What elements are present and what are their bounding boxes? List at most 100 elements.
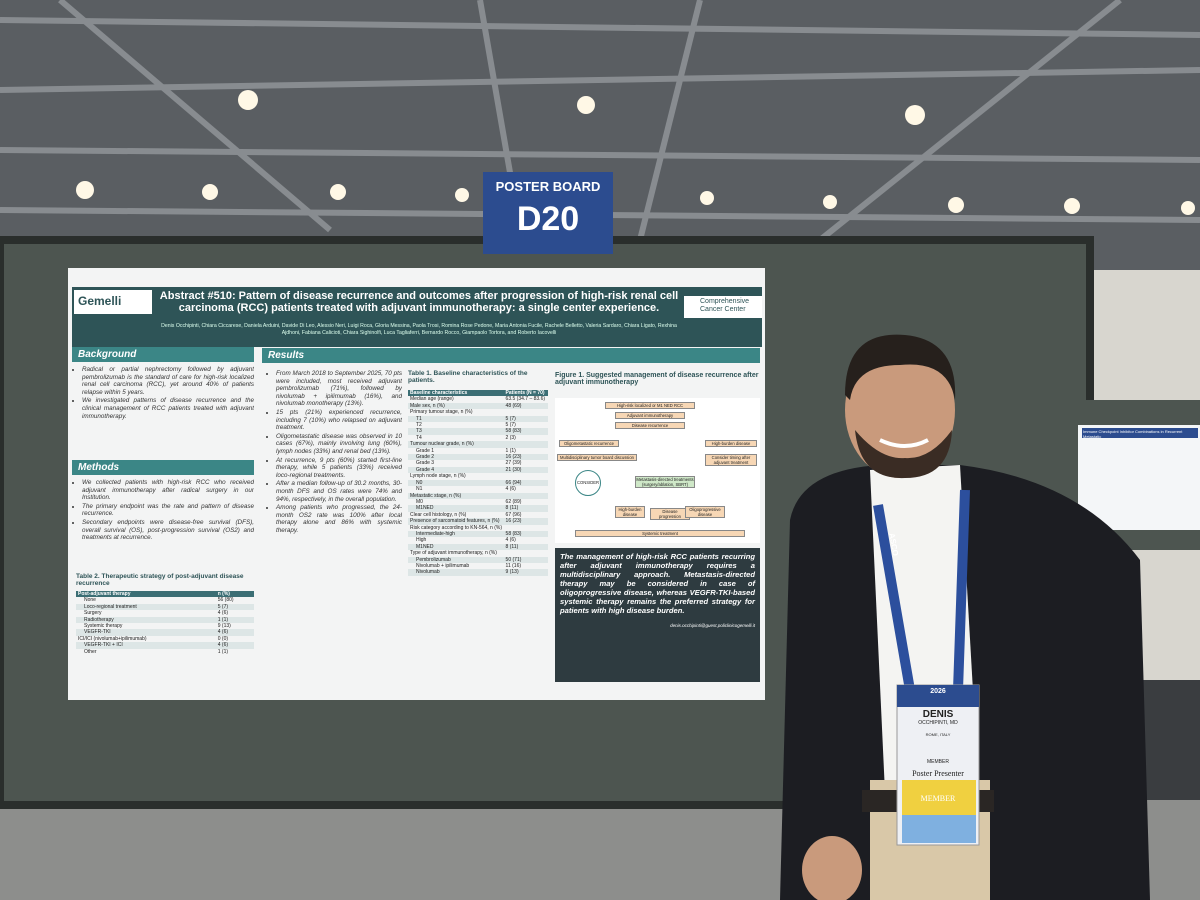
table-row: High 4 (6): [408, 537, 548, 543]
poster-authors: Denis Occhipinti, Chiara Ciccarese, Dani…: [161, 323, 677, 336]
table-row: VEGFR-TKI 4 (6): [76, 629, 254, 636]
table-cell: 27 (39): [505, 460, 522, 467]
table-row: ICI/ICI (nivolumab+ipilimumab) 0 (0): [76, 636, 254, 642]
table-header: Post-adjuvant therapy n (%): [76, 591, 254, 598]
table-cell: 66 (94): [503, 479, 548, 487]
table-row: M1NED 8 (11): [408, 505, 548, 512]
table-cell: 58 (83): [503, 428, 548, 435]
badge: 2026 DENIS OCCHIPINTI, MD ROME, ITALY ME…: [897, 688, 979, 803]
bullet: The primary endpoint was the rate and pa…: [82, 503, 254, 518]
table-cell: 1 (1): [217, 648, 229, 655]
poster-board-sign: POSTER BOARD D20: [483, 175, 613, 239]
methods-section: Methods We collected patients with high-…: [72, 460, 254, 568]
header-cell: Baseline characteristics: [408, 390, 504, 397]
sign-label: POSTER BOARD: [495, 179, 601, 194]
bullet: Among patients who progressed, the 24-mo…: [276, 504, 402, 534]
badge-ribbon: Poster Presenter: [912, 769, 964, 778]
flow-box: High-risk localized or M1 NED RCC: [605, 402, 695, 409]
table-cell: N0: [408, 479, 504, 487]
table-row: Lymph node stage, n (%): [408, 473, 548, 479]
table-cell: 4 (6): [215, 629, 254, 636]
table-cell: 9 (13): [217, 623, 231, 630]
bullet: We collected patients with high-risk RCC…: [82, 479, 254, 502]
table-row: Loco-regional treatment 5 (7): [76, 603, 254, 611]
section-heading: Background: [72, 347, 254, 362]
flow-box: Metastasis-directed treatments (surgery/…: [635, 476, 695, 488]
table-cell: 8 (11): [503, 543, 548, 551]
badge-role: MEMBER: [927, 759, 949, 765]
bullet: From March 2018 to September 2025, 70 pt…: [276, 370, 402, 408]
table-header: Baseline characteristics Patients (N = 70…: [408, 390, 548, 397]
table-cell: M0: [416, 498, 423, 505]
header-cell: Patients (N = 70): [503, 390, 548, 397]
bullet-list: Radical or partial nephrectomy followed …: [72, 366, 254, 420]
flow-box: Disease progression: [650, 508, 690, 520]
section-heading: Results: [262, 348, 760, 363]
table-cell: 4 (6): [505, 537, 516, 544]
table-row: N0 66 (94): [408, 479, 548, 487]
table-cell: Loco-regional treatment: [76, 603, 216, 611]
table-cell: Pembrolizumab: [408, 556, 504, 563]
results-section: Results: [262, 348, 760, 363]
flow-box: CONSIDER: [575, 470, 601, 496]
bullet: Secondary endpoints were disease-free su…: [82, 519, 254, 542]
bullet: 15 pts (21%) experienced recurrence, inc…: [276, 409, 402, 432]
figure-title: Figure 1. Suggested management of diseas…: [555, 372, 759, 386]
table-row: Grade 1 1 (1): [408, 448, 548, 454]
table-cell: Grade 3: [416, 460, 435, 467]
table-row: T3 58 (83): [408, 428, 548, 435]
table-cell: 63.5 (34.7 – 83.6): [505, 396, 546, 403]
table-row: Median age (range) 63.5 (34.7 – 83.6): [408, 396, 548, 402]
table-row: VEGFR-TKI + ICI 4 (6): [76, 642, 254, 649]
table-title: Table 1. Baseline characteristics of the…: [408, 370, 528, 384]
table-cell: VEGFR-TKI: [76, 629, 216, 636]
table-cell: 5 (7): [215, 603, 254, 611]
table-cell: Intermediate-high: [408, 530, 504, 538]
table-cell: M1NED: [408, 543, 504, 551]
badge-name: DENIS: [922, 709, 954, 720]
flow-box: Disease recurrence: [615, 422, 685, 429]
table-cell: T2: [416, 422, 422, 429]
table-cell: 5 (7): [505, 422, 516, 429]
table-row: Metastatic stage, n (%): [408, 492, 548, 499]
table-cell: Lymph node stage, n (%): [410, 473, 466, 480]
table-cell: Median age (range): [410, 396, 454, 403]
logo-right: Comprehensive Cancer Center: [700, 298, 750, 313]
bullet: Oligometastatic disease was observed in …: [276, 433, 402, 456]
table-cell: 9 (13): [503, 569, 548, 576]
bullet: After a median follow-up of 30.2 months,…: [276, 480, 402, 503]
table-cell: 4 (6): [505, 486, 516, 493]
table-cell: Grade 4: [408, 466, 504, 474]
conclusion: The management of high-risk RCC patients…: [560, 552, 755, 615]
table-cell: Other: [84, 648, 97, 655]
table-cell: 48 (69): [503, 402, 548, 410]
table-cell: Type of adjuvant immunotherapy, n (%): [410, 550, 497, 557]
table: Post-adjuvant therapy n (%) None 56 (80) Loc…: [76, 591, 254, 655]
table-cell: Systemic therapy: [84, 623, 123, 630]
table-cell: 4 (6): [215, 642, 254, 649]
table-row: T4 2 (3): [408, 435, 548, 441]
table-row: Male sex, n (%) 48 (69): [408, 402, 548, 410]
badge-surname: OCCHIPINTI, MD: [918, 720, 958, 726]
table-cell: 16 (23): [503, 454, 548, 461]
table-cell: 1 (1): [215, 616, 254, 624]
section-heading: Methods: [72, 460, 254, 475]
table-row: T1 5 (7): [408, 415, 548, 423]
table-row: Clear cell histology, n (%) 67 (96): [408, 512, 548, 518]
table-row: T2 5 (7): [408, 422, 548, 428]
table-row: Type of adjuvant immunotherapy, n (%): [408, 550, 548, 556]
table-row: Surgery 4 (6): [76, 610, 254, 616]
side-poster-title: Immune Checkpoint Inhibitor Combinations…: [1082, 428, 1198, 438]
badge-year: 2026: [930, 688, 946, 695]
table-row: Pembrolizumab 50 (71): [408, 556, 548, 563]
bullet: We investigated patterns of disease recu…: [82, 397, 254, 420]
bullet-list: We collected patients with high-risk RCC…: [72, 479, 254, 542]
table-cell: ICI/ICI (nivolumab+ipilimumab): [78, 635, 147, 642]
table-cell: Metastatic stage, n (%): [408, 492, 548, 499]
table-cell: Male sex, n (%): [408, 402, 504, 410]
table: Baseline characteristics Patients (N = 70…: [408, 390, 548, 576]
contact: denis.occhipinti@guest.policlinicogemell…: [670, 623, 755, 628]
table-row: Grade 3 27 (39): [408, 460, 548, 466]
table-row: Systemic therapy 9 (13): [76, 623, 254, 629]
background-section: Background Radical or partial nephrectom…: [72, 347, 254, 457]
